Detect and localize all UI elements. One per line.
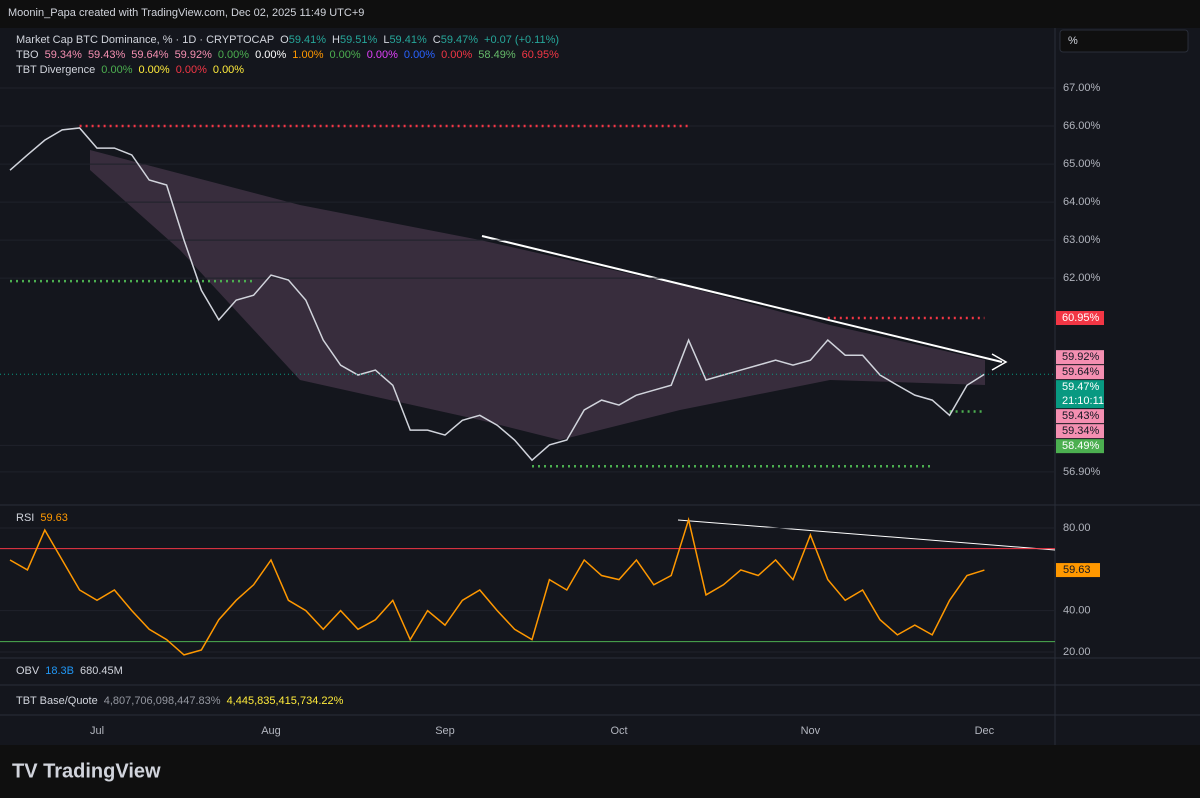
legend-title: Market Cap BTC Dominance, % · 1D · CRYPT… — [16, 34, 274, 46]
price-label-bg — [1056, 439, 1104, 454]
legend-value: 4,807,706,098,447.83% — [104, 695, 221, 707]
y-tick-label: 67.00% — [1063, 82, 1101, 94]
legend-line: TBT Divergence 0.00% 0.00% 0.00% 0.00% — [16, 64, 244, 76]
x-tick-label: Nov — [801, 725, 821, 737]
legend-value: +0.07 (+0.11%) — [484, 34, 559, 46]
legend-line: TBT Base/Quote 4,807,706,098,447.83% 4,445… — [16, 695, 344, 707]
legend-value: 59.47% — [441, 34, 479, 46]
legend-prefix: O — [280, 34, 289, 46]
y-tick-label: 40.00 — [1063, 605, 1091, 617]
legend-value: 58.49% — [478, 49, 516, 61]
legend-value: 60.95% — [522, 49, 560, 61]
logo: TV TradingView — [12, 760, 161, 782]
x-tick-label: Sep — [435, 725, 455, 737]
price-label-bg — [1056, 350, 1104, 365]
price-label: 59.43% — [1062, 410, 1100, 422]
price-label: 59.47% — [1062, 381, 1100, 393]
header-text: Moonin_Papa created with TradingView.com… — [8, 7, 364, 19]
x-tick-label: Jul — [90, 725, 104, 737]
x-tick-label: Oct — [610, 725, 627, 737]
legend-value: 59.92% — [175, 49, 213, 61]
rsi-trend-line — [677, 519, 1056, 551]
legend-value: 59.43% — [88, 49, 126, 61]
cloud-band — [90, 150, 985, 440]
price-label: 59.92% — [1062, 351, 1100, 363]
legend-value: 0.00% — [404, 49, 435, 61]
legend-line: TBO 59.34% 59.43% 59.64% 59.92% 0.00% 0.00% 1.0… — [16, 49, 559, 61]
legend-value: 59.64% — [131, 49, 169, 61]
x-tick-label: Dec — [975, 725, 995, 737]
countdown: 21:10:11 — [1062, 395, 1104, 407]
legend-title: OBV — [16, 665, 40, 677]
legend-value: 0.00% — [329, 49, 360, 61]
legend-value: 680.45M — [80, 665, 123, 677]
legend-value: 0.00% — [101, 64, 132, 76]
legend-value: 0.00% — [255, 49, 286, 61]
price-label: 59.64% — [1062, 366, 1100, 378]
trend-line — [481, 235, 1003, 363]
chart-area — [0, 28, 1200, 745]
legend-value: 4,445,835,415,734.22% — [227, 695, 344, 707]
legend-prefix: C — [433, 34, 441, 46]
y-tick-label: 80.00 — [1063, 522, 1091, 534]
legend-value: 0.00% — [176, 64, 207, 76]
trend-arrow — [991, 353, 1008, 371]
legend-line: OBV 18.3B 680.45M — [16, 665, 123, 677]
legend-prefix: H — [332, 34, 340, 46]
legend-value: 0.00% — [367, 49, 398, 61]
y-tick-label: 66.00% — [1063, 120, 1101, 132]
legend-value: 0.00% — [441, 49, 472, 61]
scale-box[interactable] — [1059, 29, 1189, 53]
y-tick-label: 65.00% — [1063, 158, 1101, 170]
price-label: 59.34% — [1062, 425, 1100, 437]
price-label-bg — [1056, 365, 1104, 380]
series-line — [9, 127, 985, 462]
scale-box-text: % — [1068, 35, 1078, 47]
rsi-legend: RSI 59.63 — [16, 512, 68, 524]
rsi-value-bg — [1056, 563, 1100, 578]
legend-title: TBT Base/Quote — [16, 695, 98, 707]
rsi-value: 59.63 — [40, 512, 68, 524]
legend-value: 59.34% — [45, 49, 83, 61]
rsi-title: RSI — [16, 512, 34, 524]
legend-value: 59.41% — [289, 34, 327, 46]
series-line — [9, 516, 985, 656]
y-tick-label: 62.00% — [1063, 272, 1101, 284]
price-label: 58.49% — [1062, 440, 1100, 452]
price-label-bg — [1056, 380, 1104, 409]
legend-value: 0.00% — [138, 64, 169, 76]
legend-value: 0.00% — [213, 64, 244, 76]
price-label: 60.95% — [1062, 312, 1100, 324]
legend-title: TBO — [16, 49, 39, 61]
legend-prefix: L — [383, 34, 389, 46]
legend-value: 0.00% — [218, 49, 249, 61]
legend-value: 18.3B — [45, 665, 74, 677]
legend-title: TBT Divergence — [16, 64, 95, 76]
legend-line: Market Cap BTC Dominance, % · 1D · CRYPT… — [16, 34, 559, 46]
price-label-bg — [1056, 409, 1104, 424]
x-tick-label: Aug — [261, 725, 281, 737]
price-label-bg — [1056, 311, 1104, 326]
legend-value: 59.51% — [340, 34, 378, 46]
y-tick-label: 64.00% — [1063, 196, 1101, 208]
y-tick-label: 20.00 — [1063, 646, 1091, 658]
legend-value: 1.00% — [292, 49, 323, 61]
y-tick-label: 63.00% — [1063, 234, 1101, 246]
y-tick-label: 56.90% — [1063, 466, 1101, 478]
rsi-value-label: 59.63 — [1063, 564, 1091, 576]
legend-value: 59.41% — [389, 34, 427, 46]
price-label-bg — [1056, 424, 1104, 439]
